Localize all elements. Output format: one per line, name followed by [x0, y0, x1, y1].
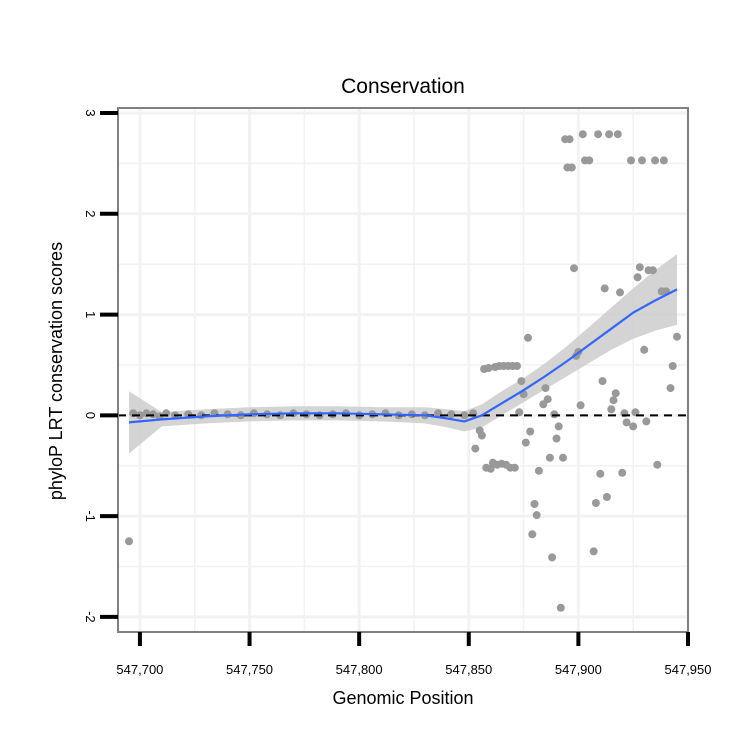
data-point: [653, 460, 662, 469]
y-tick-label: 3: [83, 109, 98, 116]
data-point: [524, 333, 532, 342]
x-tick-label: 547,750: [226, 662, 273, 677]
data-points: [125, 130, 681, 612]
data-point: [594, 130, 603, 139]
data-point: [673, 332, 681, 341]
data-point: [616, 288, 624, 297]
data-point: [559, 453, 567, 462]
data-point: [635, 263, 644, 272]
data-point: [565, 135, 574, 144]
chart-title: Conservation: [341, 75, 465, 98]
data-point: [530, 500, 539, 508]
data-point: [510, 463, 519, 472]
data-point: [585, 156, 594, 165]
data-point: [633, 273, 642, 282]
data-point: [545, 453, 554, 462]
data-point: [640, 345, 649, 354]
data-point: [605, 130, 614, 139]
y-axis: -2 -1 0 1 2 3: [83, 109, 118, 623]
smooth-line: [128, 288, 678, 424]
data-point: [598, 377, 607, 386]
data-point: [576, 401, 585, 410]
data-point: [668, 362, 677, 370]
data-point: [484, 364, 493, 372]
x-tick-label: 547,950: [665, 662, 712, 677]
data-point: [471, 444, 480, 453]
data-point: [613, 130, 622, 139]
data-point: [513, 362, 521, 370]
data-point: [627, 156, 635, 165]
data-point: [648, 266, 657, 275]
data-point: [541, 384, 550, 393]
data-point: [651, 156, 660, 165]
data-point: [600, 284, 609, 293]
data-point: [602, 493, 611, 501]
data-point: [642, 417, 651, 426]
data-point: [550, 410, 559, 419]
x-axis: 547,700 547,750 547,800 547,850 547,900 547,9…: [116, 632, 712, 677]
y-tick-label: 1: [83, 311, 98, 318]
data-point: [534, 466, 543, 475]
y-tick-label: -1: [83, 510, 98, 522]
data-point: [460, 411, 469, 420]
y-tick-label: 2: [83, 210, 98, 217]
data-point: [543, 395, 552, 404]
data-point: [125, 537, 133, 546]
x-tick-label: 547,700: [116, 662, 163, 677]
confidence-band-area: [129, 254, 677, 454]
data-point: [659, 156, 668, 165]
grid-lines: [118, 108, 690, 632]
data-point: [570, 264, 578, 273]
data-point: [528, 530, 537, 539]
data-point: [596, 469, 605, 478]
data-point: [532, 511, 541, 520]
data-point: [548, 553, 557, 562]
x-tick-label: 547,850: [445, 662, 492, 677]
data-point: [607, 405, 616, 414]
data-point: [638, 156, 646, 165]
x-axis-title: Genomic Position: [332, 688, 473, 708]
data-point: [609, 396, 618, 405]
data-point: [622, 418, 631, 427]
data-point: [552, 434, 561, 443]
y-axis-title: phyloP LRT conservation scores: [46, 242, 66, 500]
data-point: [567, 163, 576, 172]
data-point: [611, 389, 620, 398]
y-tick-label: 0: [83, 412, 98, 419]
x-tick-label: 547,900: [555, 662, 602, 677]
data-point: [477, 431, 486, 440]
data-point: [486, 464, 495, 473]
smooth-trend: [128, 288, 678, 424]
confidence-band: [129, 254, 677, 454]
data-point: [526, 427, 535, 436]
data-point: [517, 377, 526, 386]
plot-border: [117, 107, 689, 633]
y-tick-label: -2: [83, 611, 98, 623]
data-point: [578, 130, 587, 139]
data-point: [666, 384, 675, 393]
data-point: [629, 422, 638, 431]
data-point: [521, 438, 530, 447]
data-point: [515, 408, 524, 417]
x-tick-label: 547,800: [336, 662, 383, 677]
data-point: [556, 603, 565, 612]
data-point: [447, 410, 456, 419]
data-point: [618, 468, 627, 477]
data-point: [591, 499, 600, 507]
data-point: [631, 408, 640, 417]
data-point: [554, 422, 563, 431]
data-point: [589, 547, 598, 556]
